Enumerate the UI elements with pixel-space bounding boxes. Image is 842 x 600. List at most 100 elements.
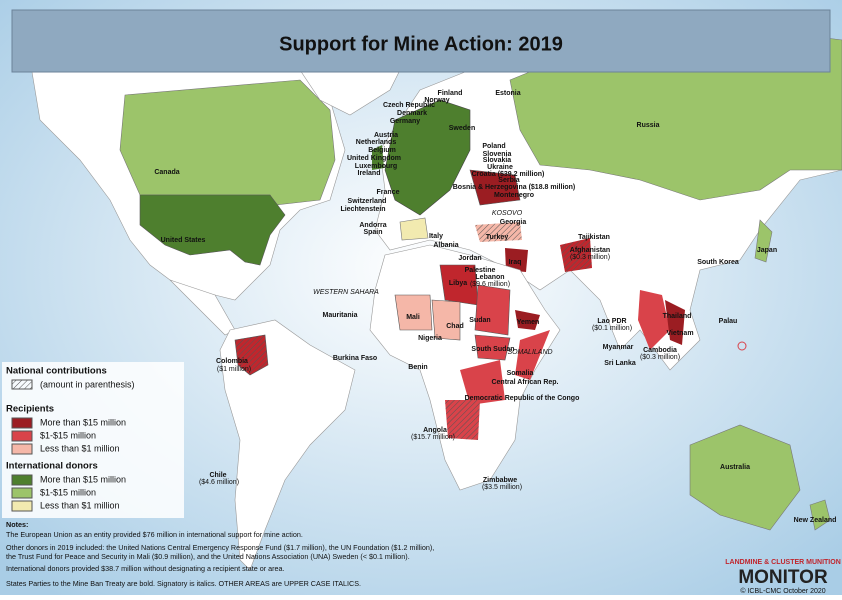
country-label: Georgia: [500, 219, 527, 226]
country-label: South Korea: [697, 259, 739, 266]
country-label: Iraq: [509, 259, 522, 266]
country-label: Spain: [363, 229, 382, 236]
country-label: Myanmar: [603, 344, 634, 351]
country-label: Luxembourg: [355, 163, 397, 170]
notes: Notes:The European Union as an entity pr…: [6, 520, 434, 588]
country-label: Chile: [209, 472, 226, 479]
country-label: Albania: [433, 242, 458, 249]
country-label: Montenegro: [494, 192, 534, 199]
country-label: Ukraine: [487, 164, 513, 171]
country-label: Belgium: [368, 147, 396, 154]
legend-item: Less than $1 million: [40, 443, 120, 453]
country-label: Central African Rep.: [491, 379, 558, 386]
country-label: Palestine: [465, 267, 496, 274]
country-label: Lebanon: [475, 274, 504, 281]
country-label: Sri Lanka: [604, 360, 636, 367]
country-label: Vietnam: [666, 330, 693, 337]
country-label: Liechtenstein: [340, 206, 385, 213]
country-label: Lao PDR: [597, 318, 626, 325]
country-label: United Kingdom: [347, 155, 401, 162]
country-label: Bosnia & Herzegovina ($18.8 million): [453, 184, 576, 191]
country-label: Ireland: [358, 170, 381, 177]
country-label: Serbia: [498, 177, 520, 184]
country-label: Austria: [374, 132, 398, 139]
country-label: Democratic Republic of the Congo: [465, 395, 580, 402]
note-line: Other donors in 2019 included: the Unite…: [6, 543, 434, 552]
country-label: Finland: [438, 90, 463, 97]
country-label: ($4.6 million): [199, 479, 239, 486]
note-line: International donors provided $38.7 mill…: [6, 564, 285, 573]
legend-item: Less than $1 million: [40, 500, 120, 510]
country-label: Libya: [449, 280, 467, 287]
country-label: Benin: [408, 364, 427, 371]
country-label: Germany: [390, 118, 420, 125]
country-label: ($0.3 million): [570, 254, 610, 261]
country-label: Switzerland: [348, 198, 387, 205]
legend-heading: Recipients: [6, 404, 54, 415]
country-label: Mali: [406, 314, 420, 321]
legend-swatch: [11, 487, 33, 499]
legend-swatch: [11, 443, 33, 455]
legend-item: $1-$15 million: [40, 487, 96, 497]
legend-heading: National contributions: [6, 366, 107, 377]
country-label: Thailand: [663, 313, 692, 320]
legend-item: More than $15 million: [40, 417, 126, 427]
country-label: KOSOVO: [492, 210, 523, 217]
country-label: Japan: [757, 247, 777, 254]
legend-item: More than $15 million: [40, 474, 126, 484]
legend-item: (amount in parenthesis): [40, 379, 135, 389]
country-label: Slovakia: [483, 157, 512, 164]
country-label: ($1 million): [217, 366, 251, 373]
country-label: Afghanistan: [570, 247, 610, 254]
country-label: South Sudan: [471, 346, 514, 353]
country-label: Colombia: [216, 358, 248, 365]
note-line: the Trust Fund for Peace and Security in…: [6, 552, 410, 561]
country-label: Jordan: [458, 255, 481, 262]
country-label: Turkey: [486, 234, 509, 241]
country-label: ($15.7 million): [411, 434, 455, 441]
country-label: Sweden: [449, 125, 475, 132]
country-label: ($0.1 million): [592, 325, 632, 332]
legend-heading: International donors: [6, 461, 98, 472]
country-label: ($3.5 million): [482, 484, 522, 491]
country-label: Sudan: [469, 317, 490, 324]
country-label: United States: [161, 237, 206, 244]
logo-name: MONITOR: [738, 567, 828, 588]
country-label: Palau: [719, 318, 738, 325]
country-label: Australia: [720, 464, 750, 471]
country-label: Tajikistan: [578, 234, 610, 241]
note-line: The European Union as an entity provided…: [6, 530, 303, 539]
country-label: Andorra: [359, 222, 386, 229]
country-label: Mauritania: [322, 312, 357, 319]
country-label: Yemen: [517, 319, 540, 326]
legend-swatch: [11, 417, 33, 429]
country-label: Netherlands: [356, 139, 397, 146]
country-label: Cambodia: [643, 347, 677, 354]
country-label: France: [377, 189, 400, 196]
country-label: Czech Republic: [383, 102, 435, 109]
country-label: Canada: [154, 169, 179, 176]
country-label: Estonia: [495, 90, 520, 97]
country-label: New Zealand: [794, 517, 837, 524]
country-label: SOMALILAND: [507, 349, 552, 356]
country-label: Angola: [423, 427, 447, 434]
notes-heading: Notes:: [6, 520, 28, 529]
country-label: Slovenia: [483, 151, 512, 158]
country-label: ($9.6 million): [470, 281, 510, 288]
country-label: Denmark: [397, 110, 427, 117]
legend-swatch: [11, 500, 33, 512]
country-label: WESTERN SAHARA: [313, 289, 379, 296]
country-label: ($0.3 million): [640, 354, 680, 361]
note-line: States Parties to the Mine Ban Treaty ar…: [6, 579, 361, 588]
title-bar: [11, 9, 831, 73]
title: Support for Mine Action: 2019: [279, 33, 563, 55]
legend-swatch: [11, 430, 33, 442]
country-label: Chad: [446, 323, 464, 330]
country-label: Italy: [429, 233, 443, 240]
legend-item: $1-$15 million: [40, 430, 96, 440]
country-label: Russia: [637, 122, 660, 129]
legend-swatch: [11, 474, 33, 486]
country-label: Zimbabwe: [483, 477, 517, 484]
